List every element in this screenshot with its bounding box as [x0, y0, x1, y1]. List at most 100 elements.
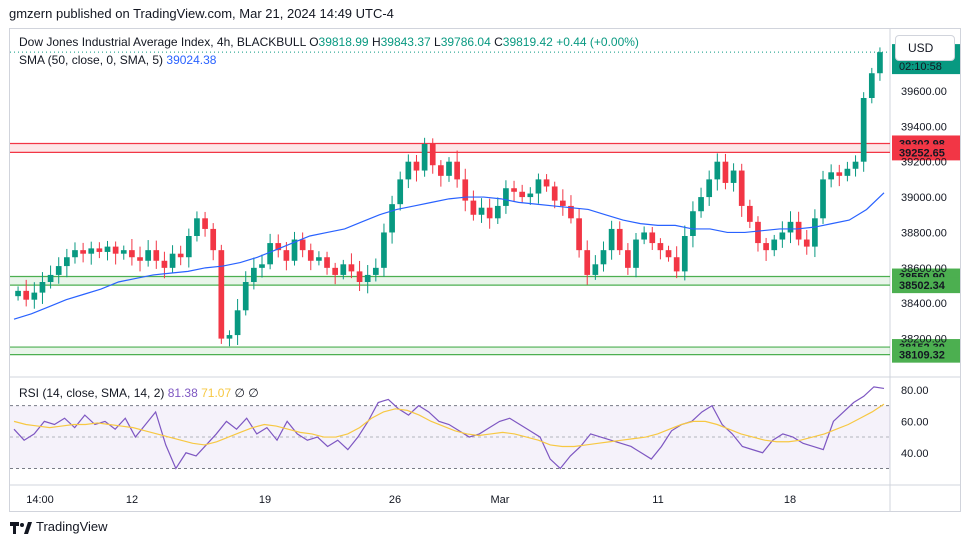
candle-body [112, 246, 119, 254]
candle-body [511, 188, 517, 192]
sma-value: 39024.38 [166, 53, 217, 67]
candle-body [673, 257, 680, 272]
resistance-zone [10, 143, 890, 153]
candle-body [429, 144, 436, 166]
candle-body [88, 248, 95, 254]
rsi-tick-label: 80.00 [901, 385, 929, 397]
candle-body [120, 250, 127, 254]
legend-change: +0.44 (+0.00%) [556, 35, 639, 49]
candle-body [39, 282, 46, 293]
legend-high-label: H [371, 35, 381, 49]
candle-body [519, 191, 526, 198]
candle-body [462, 179, 469, 201]
candle-body [706, 179, 713, 198]
candle-body [80, 250, 86, 254]
candle-body [828, 172, 834, 180]
price-tick-label: 39000.00 [901, 192, 947, 204]
candle-body [145, 250, 152, 261]
candle-body [202, 218, 208, 229]
candle-body [787, 221, 794, 233]
candle-body [356, 271, 363, 282]
candle-body [657, 243, 664, 251]
candle-body [755, 221, 761, 244]
candle-body [389, 204, 395, 233]
rsi-label: RSI (14, close, SMA, 14, 2) [19, 386, 165, 400]
candle-body [364, 274, 371, 282]
candle-body [397, 179, 404, 205]
candle-body [340, 264, 347, 275]
legend-close: 39819.42 [502, 35, 553, 49]
candle-body [291, 239, 298, 261]
candle-body [868, 73, 875, 98]
candle-body [551, 186, 558, 201]
candle-body [486, 207, 493, 219]
rsi-tick-label: 60.00 [901, 416, 929, 428]
candle-body [169, 253, 176, 268]
time-tick-label: Mar [491, 494, 510, 506]
chart-canvas[interactable]: 39302.9839252.6538550.9038502.3438152.30… [10, 29, 961, 512]
rsi-extra: ∅ ∅ [234, 386, 259, 400]
publish-header: gmzern published on TradingView.com, Mar… [9, 6, 394, 21]
candle-body [194, 218, 200, 236]
candle-body [503, 188, 509, 206]
candle-body [454, 161, 460, 180]
candle-body [161, 260, 168, 268]
candle-body [592, 264, 599, 275]
candle-body [283, 250, 290, 261]
candle-body [129, 250, 135, 258]
candle-body [251, 267, 257, 282]
candle-body [722, 161, 729, 183]
candle-body [324, 257, 330, 268]
price-tick-label: 38600.00 [901, 263, 947, 275]
sma-label: SMA (50, close, 0, SMA, 5) [19, 53, 164, 67]
candle-body [446, 161, 452, 176]
time-tick-label: 11 [652, 494, 663, 506]
candle-body [307, 250, 314, 261]
candle-body [698, 197, 704, 212]
candle-body [568, 205, 574, 219]
candle-body [72, 250, 78, 258]
candle-body [470, 200, 477, 215]
rsi-legend: RSI (14, close, SMA, 14, 2) 81.38 71.07 … [19, 386, 259, 400]
rsi-line [13, 386, 885, 470]
resistance-level-label: 39252.65 [899, 147, 945, 159]
rsi-tick-label: 40.00 [901, 448, 929, 460]
candle-body [55, 266, 62, 275]
rsi-ma-value: 71.07 [201, 386, 232, 400]
time-tick-label: 12 [126, 494, 138, 506]
price-tick-label: 38800.00 [901, 227, 947, 239]
candle-body [877, 52, 883, 74]
candle-body [584, 250, 591, 275]
candle-body [812, 218, 818, 247]
candle-body [820, 179, 826, 219]
candle-body [763, 243, 769, 251]
candle-body [218, 250, 225, 339]
candle-body [527, 193, 534, 198]
footer-brand-name: TradingView [36, 519, 108, 534]
candle-body [177, 253, 184, 258]
candle-body [267, 243, 273, 265]
price-tick-label: 38400.00 [901, 298, 947, 310]
legend-close-label: C [494, 35, 503, 49]
chart-frame[interactable]: 39302.9839252.6538550.9038502.3438152.30… [9, 28, 961, 512]
candle-body [372, 267, 379, 275]
sma-line [13, 192, 885, 320]
candle-body [381, 232, 387, 268]
footer-brand[interactable]: TradingView [10, 519, 108, 534]
candle-body [649, 232, 656, 244]
candle-body [226, 335, 233, 339]
candle-body [104, 246, 111, 252]
candle-body [438, 165, 444, 176]
legend-open: 39818.99 [318, 35, 369, 49]
candle-body [559, 200, 566, 206]
support-zone [10, 276, 890, 286]
candle-body [242, 282, 249, 311]
candle-body [185, 236, 192, 258]
candle-body [681, 236, 688, 272]
candle-body [738, 170, 745, 206]
candle-body [608, 228, 615, 251]
sma-legend: SMA (50, close, 0, SMA, 5) 39024.38 [19, 53, 216, 67]
support-level-label: 38502.34 [899, 280, 946, 292]
currency-button[interactable]: USD [895, 35, 955, 61]
time-tick-label: 19 [259, 494, 271, 506]
